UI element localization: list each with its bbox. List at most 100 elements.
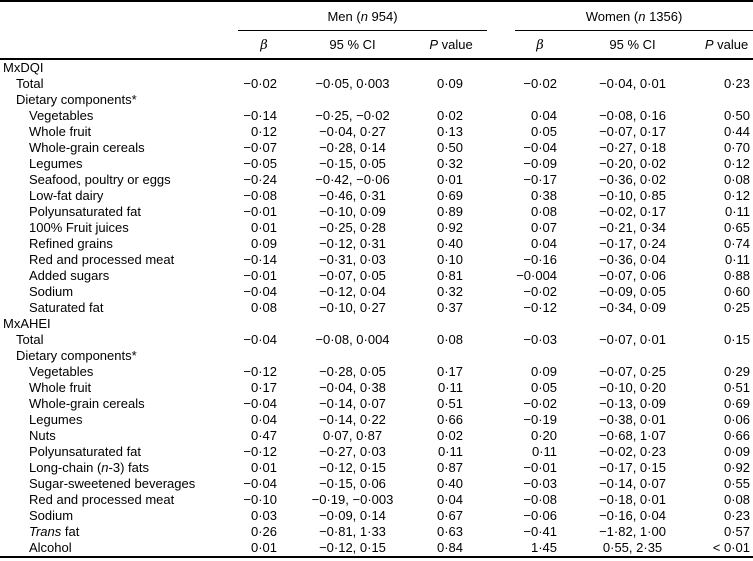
women-ci-cell: −0·07, 0·25 — [599, 364, 666, 379]
table-row: Total −0·02 −0·05, 0·003 0·09 −0·02 −0·04, 0·… — [0, 76, 753, 92]
women-pvalue-cell: 0·29 — [724, 364, 751, 379]
row-label: Whole-grain cereals — [29, 140, 145, 155]
women-beta-cell: −0·004 — [516, 268, 558, 283]
men-ci-cell: −0·12, 0·04 — [319, 284, 386, 299]
women-pvalue-cell: 0·08 — [724, 492, 751, 507]
women-beta-cell — [515, 59, 565, 76]
gap-cell — [487, 476, 515, 492]
women-ci-cell: −0·14, 0·07 — [599, 476, 666, 491]
women-ci-cell — [565, 316, 700, 332]
group-header-row: Men (n 954) Women (n 1356) — [0, 1, 753, 31]
men-pvalue-cell: 0·04 — [437, 492, 464, 507]
women-ci-cell: −0·20, 0·02 — [599, 156, 666, 171]
row-label: Polyunsaturated fat — [29, 204, 142, 219]
gap-cell — [487, 220, 515, 236]
table-row: Whole-grain cereals −0·04 −0·14, 0·07 0·51 −… — [0, 396, 753, 412]
men-pvalue-cell: 0·81 — [437, 268, 464, 283]
women-ci-cell: −0·02, 0·17 — [599, 204, 666, 219]
women-beta-cell: 0·08 — [531, 204, 558, 219]
men-pvalue-cell — [415, 316, 487, 332]
women-pvalue-cell: 0·12 — [724, 188, 751, 203]
women-pvalue-cell: 0·66 — [724, 428, 751, 443]
row-label: Whole-grain cereals — [29, 396, 145, 411]
subheader-row: β 95 % CI P value β 95 % CI P value — [0, 30, 753, 60]
women-pvalue-cell: 0·23 — [724, 508, 751, 523]
women-ci-cell: −0·16, 0·04 — [599, 508, 666, 523]
men-pvalue-cell: 0·09 — [437, 76, 464, 91]
women-beta-cell: 0·20 — [531, 428, 558, 443]
gap-cell — [487, 396, 515, 412]
row-label: Legumes — [29, 412, 83, 427]
gap-cell — [487, 59, 515, 76]
men-beta-cell: 0·47 — [250, 428, 277, 443]
table-row: Red and processed meat −0·14 −0·31, 0·03 0·… — [0, 252, 753, 268]
men-ci-cell: −0·12, 0·15 — [319, 540, 386, 555]
gap-cell — [487, 284, 515, 300]
men-ci-cell: −0·12, 0·31 — [319, 236, 386, 251]
men-pvalue-cell: 0·01 — [437, 172, 464, 187]
women-beta-cell: 0·05 — [531, 380, 558, 395]
women-pvalue-cell — [700, 316, 753, 332]
men-ci-cell: −0·15, 0·06 — [319, 476, 386, 491]
women-pvalue-cell: 0·65 — [724, 220, 751, 235]
women-ci-cell: −0·10, 0·85 — [599, 188, 666, 203]
women-beta-cell: 0·05 — [531, 124, 558, 139]
men-pvalue-cell: 0·66 — [437, 412, 464, 427]
gap-cell — [487, 540, 515, 557]
men-beta-cell: 0·12 — [250, 124, 277, 139]
table-row: Red and processed meat −0·10 −0·19, −0·003… — [0, 492, 753, 508]
men-pvalue-cell — [415, 348, 487, 364]
women-ci-cell: −0·34, 0·09 — [599, 300, 666, 315]
women-pvalue-cell: 0·08 — [724, 172, 751, 187]
women-pvalue-cell: 0·06 — [724, 412, 751, 427]
men-beta-cell: 0·01 — [250, 220, 277, 235]
row-label: Dietary components* — [16, 348, 137, 363]
group-gap-cell — [487, 1, 515, 31]
table-row: Saturated fat 0·08 −0·10, 0·27 0·37 −0·12 −0·… — [0, 300, 753, 316]
men-pvalue-cell: 0·69 — [437, 188, 464, 203]
women-pvalue-cell: 0·11 — [724, 252, 751, 267]
subheader-beta-men: β — [238, 30, 290, 60]
women-ci-cell: −0·36, 0·04 — [599, 252, 666, 267]
women-pvalue-cell: 0·92 — [724, 460, 751, 475]
women-beta-cell: −0·09 — [523, 156, 558, 171]
gap-cell — [487, 316, 515, 332]
table-row: Legumes 0·04 −0·14, 0·22 0·66 −0·19 −0·38, 0·… — [0, 412, 753, 428]
women-beta-cell: −0·01 — [523, 460, 558, 475]
men-beta-cell: 0·09 — [250, 236, 277, 251]
women-ci-cell: −0·09, 0·05 — [599, 284, 666, 299]
women-beta-cell: −0·12 — [523, 300, 558, 315]
table-row: Dietary components* — [0, 92, 753, 108]
women-ci-cell: −0·36, 0·02 — [599, 172, 666, 187]
women-ci-cell: −0·68, 1·07 — [599, 428, 666, 443]
men-ci-cell — [290, 316, 415, 332]
table-row: Vegetables −0·14 −0·25, −0·02 0·02 0·04 −0·08… — [0, 108, 753, 124]
women-pvalue-cell: < 0·01 — [712, 540, 751, 555]
men-ci-cell: −0·31, 0·03 — [319, 252, 386, 267]
women-ci-cell: −0·08, 0·16 — [599, 108, 666, 123]
women-beta-cell: −0·02 — [523, 396, 558, 411]
row-label: Dietary components* — [16, 92, 137, 107]
row-label: Polyunsaturated fat — [29, 444, 142, 459]
men-ci-cell: −0·25, −0·02 — [315, 108, 390, 123]
women-pvalue-cell: 0·70 — [724, 140, 751, 155]
men-beta-cell: −0·24 — [243, 172, 277, 187]
women-ci-cell: −0·21, 0·34 — [599, 220, 666, 235]
gap-cell — [487, 428, 515, 444]
men-beta-cell: 0·01 — [250, 540, 277, 555]
men-ci-cell: −0·04, 0·38 — [319, 380, 386, 395]
table-row: Sodium −0·04 −0·12, 0·04 0·32 −0·02 −0·09, 0·… — [0, 284, 753, 300]
subheader-pvalue-men: P value — [415, 30, 488, 60]
women-pvalue-cell: 0·69 — [724, 396, 751, 411]
men-pvalue-cell: 0·37 — [437, 300, 464, 315]
row-label: Low-fat dairy — [29, 188, 104, 203]
men-pvalue-cell: 0·11 — [437, 380, 464, 395]
women-ci-cell: −0·02, 0·23 — [599, 444, 666, 459]
men-ci-cell: −0·27, 0·03 — [319, 444, 386, 459]
men-ci-cell: −0·42, −0·06 — [315, 172, 390, 187]
women-pvalue-cell: 0·50 — [724, 108, 751, 123]
men-ci-cell — [290, 348, 415, 364]
men-beta-cell: 0·01 — [250, 460, 277, 475]
women-pvalue-cell — [700, 92, 753, 108]
